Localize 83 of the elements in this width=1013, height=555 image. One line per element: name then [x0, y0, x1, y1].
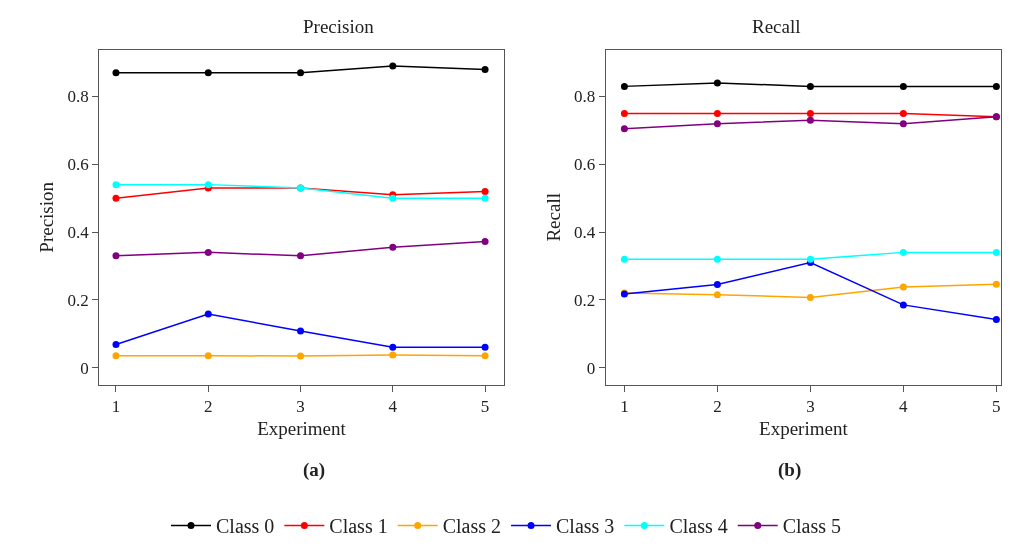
- point: [389, 62, 397, 70]
- text: (a): [303, 459, 326, 481]
- point: [713, 291, 721, 299]
- point: [806, 293, 814, 301]
- x-tick-label: 1: [620, 397, 629, 416]
- x-tick-label: 4: [388, 397, 398, 416]
- point: [992, 280, 1000, 288]
- point: [204, 310, 212, 318]
- x-tick-label: 3: [806, 397, 815, 416]
- point: [112, 181, 120, 189]
- point: [112, 341, 120, 349]
- y-tick-label: 0.6: [574, 155, 596, 175]
- point: [389, 351, 397, 359]
- point: [112, 352, 120, 360]
- point: [992, 315, 1000, 323]
- point: [806, 82, 814, 90]
- point: [481, 194, 489, 202]
- point: [297, 327, 305, 335]
- point: [713, 281, 721, 289]
- x-tick-label: 4: [899, 397, 909, 416]
- x-tick-label: 1: [111, 397, 121, 416]
- point: [481, 343, 489, 351]
- point: [204, 69, 212, 77]
- chart-title: Recall: [752, 16, 801, 37]
- point: [899, 82, 907, 90]
- y-tick-label: 0.8: [574, 87, 596, 107]
- point: [899, 109, 907, 117]
- legend-label: Class 0: [216, 515, 275, 538]
- point: [713, 255, 721, 263]
- point: [481, 352, 489, 360]
- point: [620, 82, 628, 90]
- x-axis-title: Experiment: [759, 417, 849, 439]
- point: [899, 248, 907, 256]
- point: [297, 69, 305, 77]
- text: (b): [778, 459, 802, 481]
- point: [297, 252, 305, 260]
- point: [713, 120, 721, 128]
- point: [620, 109, 628, 117]
- legend-label: Class 4: [669, 515, 728, 538]
- point: [204, 248, 212, 256]
- legend-label: Class 5: [782, 515, 842, 538]
- point: [112, 252, 120, 260]
- y-tick-label: 0.6: [67, 155, 89, 175]
- point: [620, 125, 628, 133]
- chart-title: Precision: [303, 16, 375, 37]
- x-tick-label: 3: [296, 397, 305, 416]
- y-tick-label: 0.8: [67, 87, 89, 107]
- legend-label: Class 1: [329, 515, 388, 538]
- y-tick-label: 0.4: [574, 222, 596, 242]
- y-tick-label: 0: [80, 358, 89, 378]
- point: [204, 352, 212, 360]
- point: [806, 109, 814, 117]
- y-tick-label: 0.2: [67, 290, 89, 310]
- y-axis-title: Precision: [36, 181, 58, 253]
- point: [713, 109, 721, 117]
- point: [481, 187, 489, 195]
- point: [389, 343, 397, 351]
- point: [992, 82, 1000, 90]
- point: [806, 116, 814, 124]
- x-tick-label: 5: [480, 397, 490, 416]
- legend-label: Class 3: [556, 515, 615, 538]
- point: [389, 243, 397, 251]
- y-tick-label: 0.2: [574, 290, 596, 310]
- point: [806, 255, 814, 263]
- x-tick-label: 2: [204, 397, 213, 416]
- y-axis-title: Recall: [542, 193, 564, 242]
- x-axis-title: Experiment: [257, 417, 347, 439]
- y-tick-label: 0: [586, 358, 596, 378]
- legend-label: Class 2: [442, 515, 502, 538]
- point: [899, 283, 907, 291]
- point: [481, 238, 489, 246]
- x-tick-label: 5: [992, 397, 1001, 416]
- point: [713, 79, 721, 87]
- point: [481, 65, 489, 73]
- point: [899, 120, 907, 128]
- point: [297, 352, 305, 360]
- point: [112, 194, 120, 202]
- y-tick-label: 0.4: [67, 222, 90, 242]
- point: [112, 69, 120, 77]
- point: [899, 301, 907, 309]
- x-tick-label: 2: [713, 397, 722, 416]
- point: [620, 255, 628, 263]
- point: [992, 248, 1000, 256]
